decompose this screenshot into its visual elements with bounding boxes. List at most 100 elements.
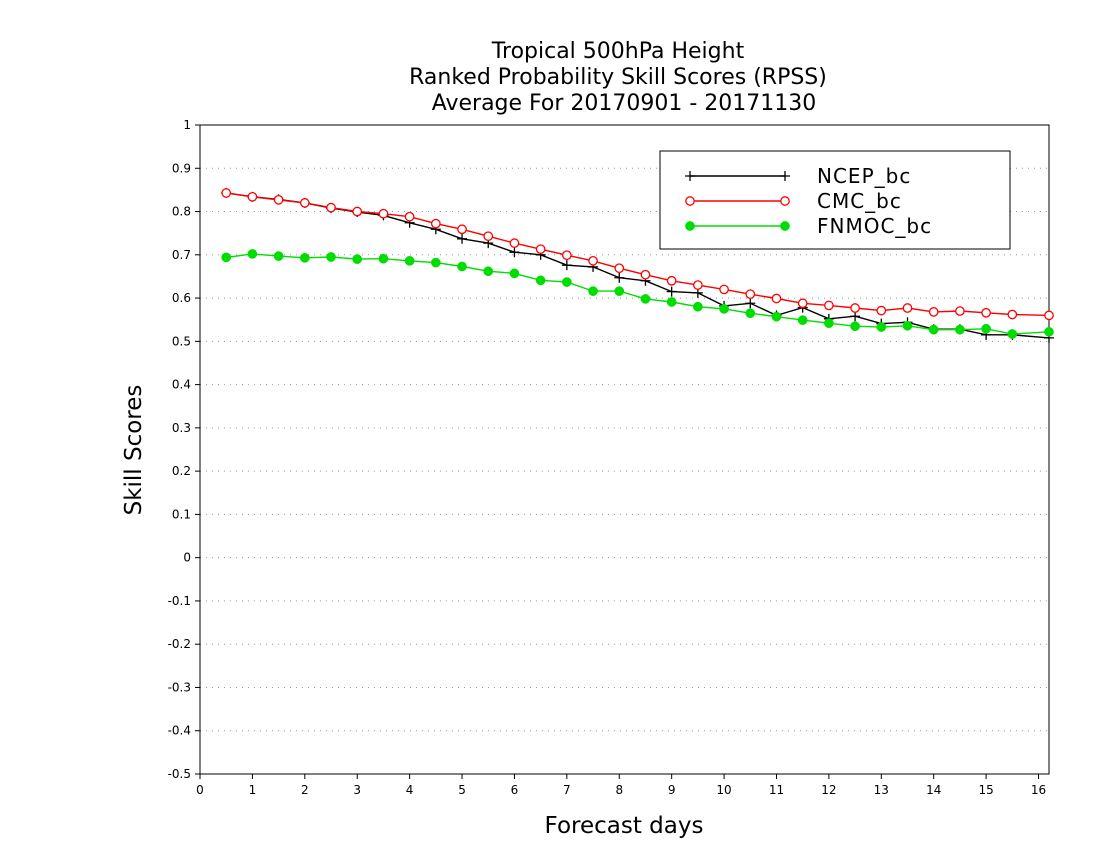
data-point-cmc-bc	[535, 244, 546, 255]
legend-marker-cmc-bc	[685, 196, 695, 206]
data-point-fnmoc-bc	[457, 261, 467, 272]
data-point-cmc-bc	[378, 208, 389, 219]
series-fnmoc-bc	[221, 249, 1054, 339]
data-point-cmc-bc	[850, 303, 860, 313]
data-point-cmc-bc	[457, 224, 467, 235]
title-line-3: Average For 20170901 - 20171130	[432, 91, 817, 116]
plot-frame	[199, 124, 1050, 775]
x-tick-label: 13	[874, 783, 889, 797]
data-point-cmc-bc	[352, 206, 363, 217]
data-point-fnmoc-bc	[771, 311, 782, 322]
data-point-fnmoc-bc	[797, 315, 808, 325]
title-line-1: Tropical 500hPa Height	[491, 39, 745, 64]
y-tick-label: 0.8	[172, 205, 191, 219]
x-axis-label: Forecast days	[545, 813, 704, 839]
y-tick-label: 0.7	[172, 248, 191, 262]
series-cmc-bc	[221, 188, 1054, 321]
chart-title: Tropical 500hPa Height Ranked Probabilit…	[409, 39, 827, 116]
y-tick-label: -0.2	[168, 637, 191, 651]
data-point-fnmoc-bc	[666, 297, 677, 307]
data-point-fnmoc-bc	[483, 266, 494, 277]
legend-label-fnmoc-bc: FNMOC_bc	[817, 214, 932, 238]
data-point-cmc-bc	[614, 263, 625, 274]
y-tick-label: 1	[183, 118, 191, 132]
y-axis-ticks: 1 0.9 0.8 0.7 0.6 0.5 0.4 0.3 0.2 0.1 0 -0.1 -0.2 -0.…	[168, 118, 200, 781]
data-point-fnmoc-bc	[693, 301, 703, 312]
data-point-fnmoc-bc	[247, 249, 258, 259]
data-point-ncep-bc	[509, 247, 520, 258]
gridlines	[200, 167, 1049, 732]
y-tick-label: 0	[183, 551, 191, 565]
title-line-2: Ranked Probability Skill Scores (RPSS)	[409, 65, 827, 90]
y-tick-label: 0.2	[172, 464, 191, 478]
x-tick-label: 1	[249, 783, 257, 797]
y-tick-label: -0.4	[168, 724, 191, 738]
x-tick-label: 12	[821, 783, 836, 797]
data-point-fnmoc-bc	[535, 275, 546, 286]
x-tick-label: 16	[1031, 783, 1046, 797]
data-point-fnmoc-bc	[404, 256, 415, 266]
data-point-fnmoc-bc	[981, 323, 991, 334]
legend-label-ncep-bc: NCEP_bc	[817, 164, 911, 188]
x-tick-label: 6	[511, 783, 519, 797]
data-point-cmc-bc	[509, 238, 520, 248]
x-tick-label: 14	[926, 783, 941, 797]
data-point-fnmoc-bc	[509, 268, 520, 279]
data-point-cmc-bc	[981, 307, 991, 318]
data-point-fnmoc-bc	[928, 324, 939, 335]
legend-entry-cmc-bc: CMC_bc	[685, 189, 902, 213]
data-point-ncep-bc	[745, 298, 756, 309]
x-tick-label: 11	[769, 783, 784, 797]
data-point-fnmoc-bc	[850, 321, 860, 332]
y-tick-label: 0.3	[172, 421, 191, 435]
data-point-cmc-bc	[1044, 310, 1054, 321]
x-tick-label: 8	[615, 783, 623, 797]
legend-entry-ncep-bc: NCEP_bc	[685, 164, 911, 188]
x-tick-label: 7	[563, 783, 571, 797]
data-point-ncep-bc	[666, 286, 677, 297]
data-point-cmc-bc	[430, 218, 441, 229]
data-point-cmc-bc	[928, 307, 939, 317]
data-point-cmc-bc	[745, 289, 756, 300]
data-point-cmc-bc	[771, 293, 782, 304]
data-point-ncep-bc	[850, 311, 861, 322]
y-tick-label: 0.6	[172, 291, 191, 305]
series-group	[221, 187, 1054, 343]
data-point-fnmoc-bc	[1007, 329, 1018, 339]
data-point-fnmoc-bc	[326, 252, 336, 262]
data-point-fnmoc-bc	[588, 286, 598, 296]
data-point-ncep-bc	[457, 233, 468, 244]
data-point-cmc-bc	[693, 280, 703, 290]
data-point-fnmoc-bc	[221, 252, 232, 263]
y-axis-label: Skill Scores	[121, 385, 147, 516]
x-tick-label: 10	[716, 783, 731, 797]
data-point-cmc-bc	[588, 256, 598, 266]
x-tick-label: 5	[458, 783, 466, 797]
legend-marker-fnmoc-bc	[685, 221, 695, 231]
legend-entry-fnmoc-bc: FNMOC_bc	[685, 214, 932, 238]
data-point-fnmoc-bc	[378, 253, 389, 264]
legend-box	[659, 150, 1011, 250]
legend-label-cmc-bc: CMC_bc	[817, 189, 902, 213]
data-point-fnmoc-bc	[955, 324, 965, 335]
legend-marker-ncep-bc	[780, 171, 790, 181]
data-point-fnmoc-bc	[1044, 326, 1054, 337]
series-line-fnmoc-bc	[226, 253, 1050, 335]
y-tick-label: 0.5	[172, 334, 191, 348]
y-tick-label: 0.4	[172, 378, 191, 392]
y-tick-label: -0.5	[168, 767, 191, 781]
data-point-fnmoc-bc	[719, 304, 729, 314]
data-point-fnmoc-bc	[273, 251, 284, 261]
data-point-fnmoc-bc	[562, 277, 572, 287]
data-point-fnmoc-bc	[902, 320, 913, 331]
data-point-cmc-bc	[902, 303, 913, 313]
data-point-cmc-bc	[326, 202, 336, 213]
y-tick-label: 0.9	[172, 161, 191, 175]
data-point-fnmoc-bc	[430, 257, 441, 268]
y-tick-label: -0.3	[168, 680, 191, 694]
data-point-cmc-bc	[876, 305, 887, 316]
x-tick-label: 9	[668, 783, 676, 797]
data-point-cmc-bc	[955, 306, 965, 316]
